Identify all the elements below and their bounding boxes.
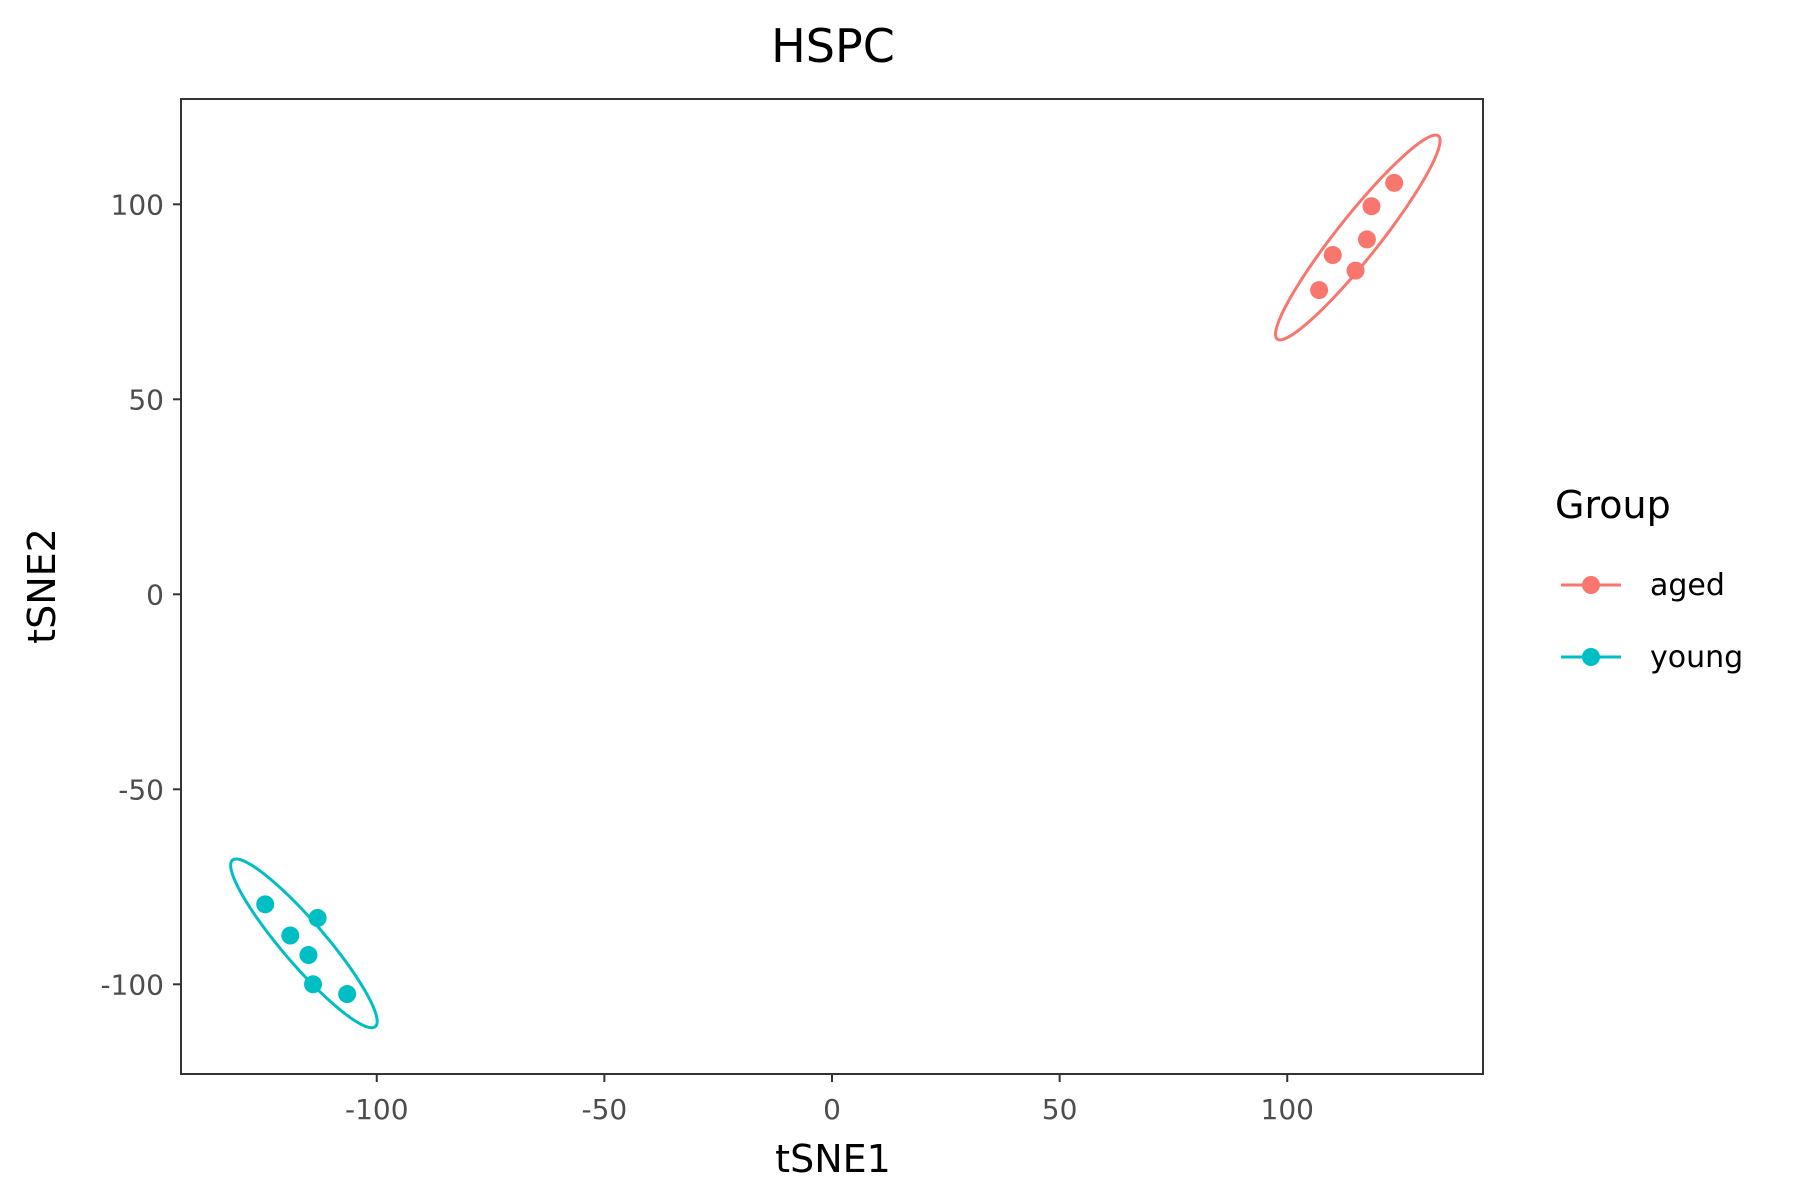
point-young xyxy=(304,975,323,994)
legend-item-young: young xyxy=(1561,640,1743,675)
x-tick-label: 0 xyxy=(823,1093,841,1126)
ellipse-young xyxy=(229,857,379,1030)
point-aged xyxy=(1323,246,1342,264)
chart-title: HSPC xyxy=(771,19,895,73)
point-aged xyxy=(1362,197,1381,216)
point-aged xyxy=(1357,230,1376,249)
x-tick-label: -100 xyxy=(345,1093,409,1126)
y-tick-label: 50 xyxy=(128,383,164,416)
x-axis: -100 -50 0 50 100 xyxy=(345,1074,1314,1126)
point-aged xyxy=(1310,281,1329,300)
point-aged xyxy=(1385,173,1404,192)
y-tick-label: 100 xyxy=(111,188,164,221)
y-axis: -100 -50 0 50 100 xyxy=(100,188,181,1001)
point-young xyxy=(308,909,327,927)
x-tick-label: 50 xyxy=(1042,1093,1078,1126)
legend-key-point xyxy=(1582,576,1600,594)
y-axis-title: tSNE2 xyxy=(20,528,64,644)
legend: Group aged young xyxy=(1555,483,1743,675)
legend-item-aged: aged xyxy=(1561,568,1725,603)
x-axis-title: tSNE1 xyxy=(775,1137,891,1181)
legend-key-point xyxy=(1582,648,1600,666)
point-young xyxy=(281,926,300,945)
point-young xyxy=(299,946,318,965)
y-tick-label: -50 xyxy=(118,773,164,806)
legend-title: Group xyxy=(1555,483,1671,527)
point-young xyxy=(256,895,275,914)
legend-label: young xyxy=(1650,640,1743,675)
x-tick-label: 100 xyxy=(1261,1093,1314,1126)
x-tick-label: -50 xyxy=(582,1093,628,1126)
point-aged xyxy=(1346,261,1365,280)
scatter-points xyxy=(256,173,1404,1004)
confidence-ellipses xyxy=(229,133,1442,1030)
plot-panel xyxy=(180,98,1484,1075)
y-tick-label: 0 xyxy=(146,578,164,611)
y-tick-label: -100 xyxy=(100,968,164,1001)
legend-label: aged xyxy=(1650,568,1725,603)
ellipse-aged xyxy=(1274,133,1442,342)
point-young xyxy=(338,985,357,1004)
